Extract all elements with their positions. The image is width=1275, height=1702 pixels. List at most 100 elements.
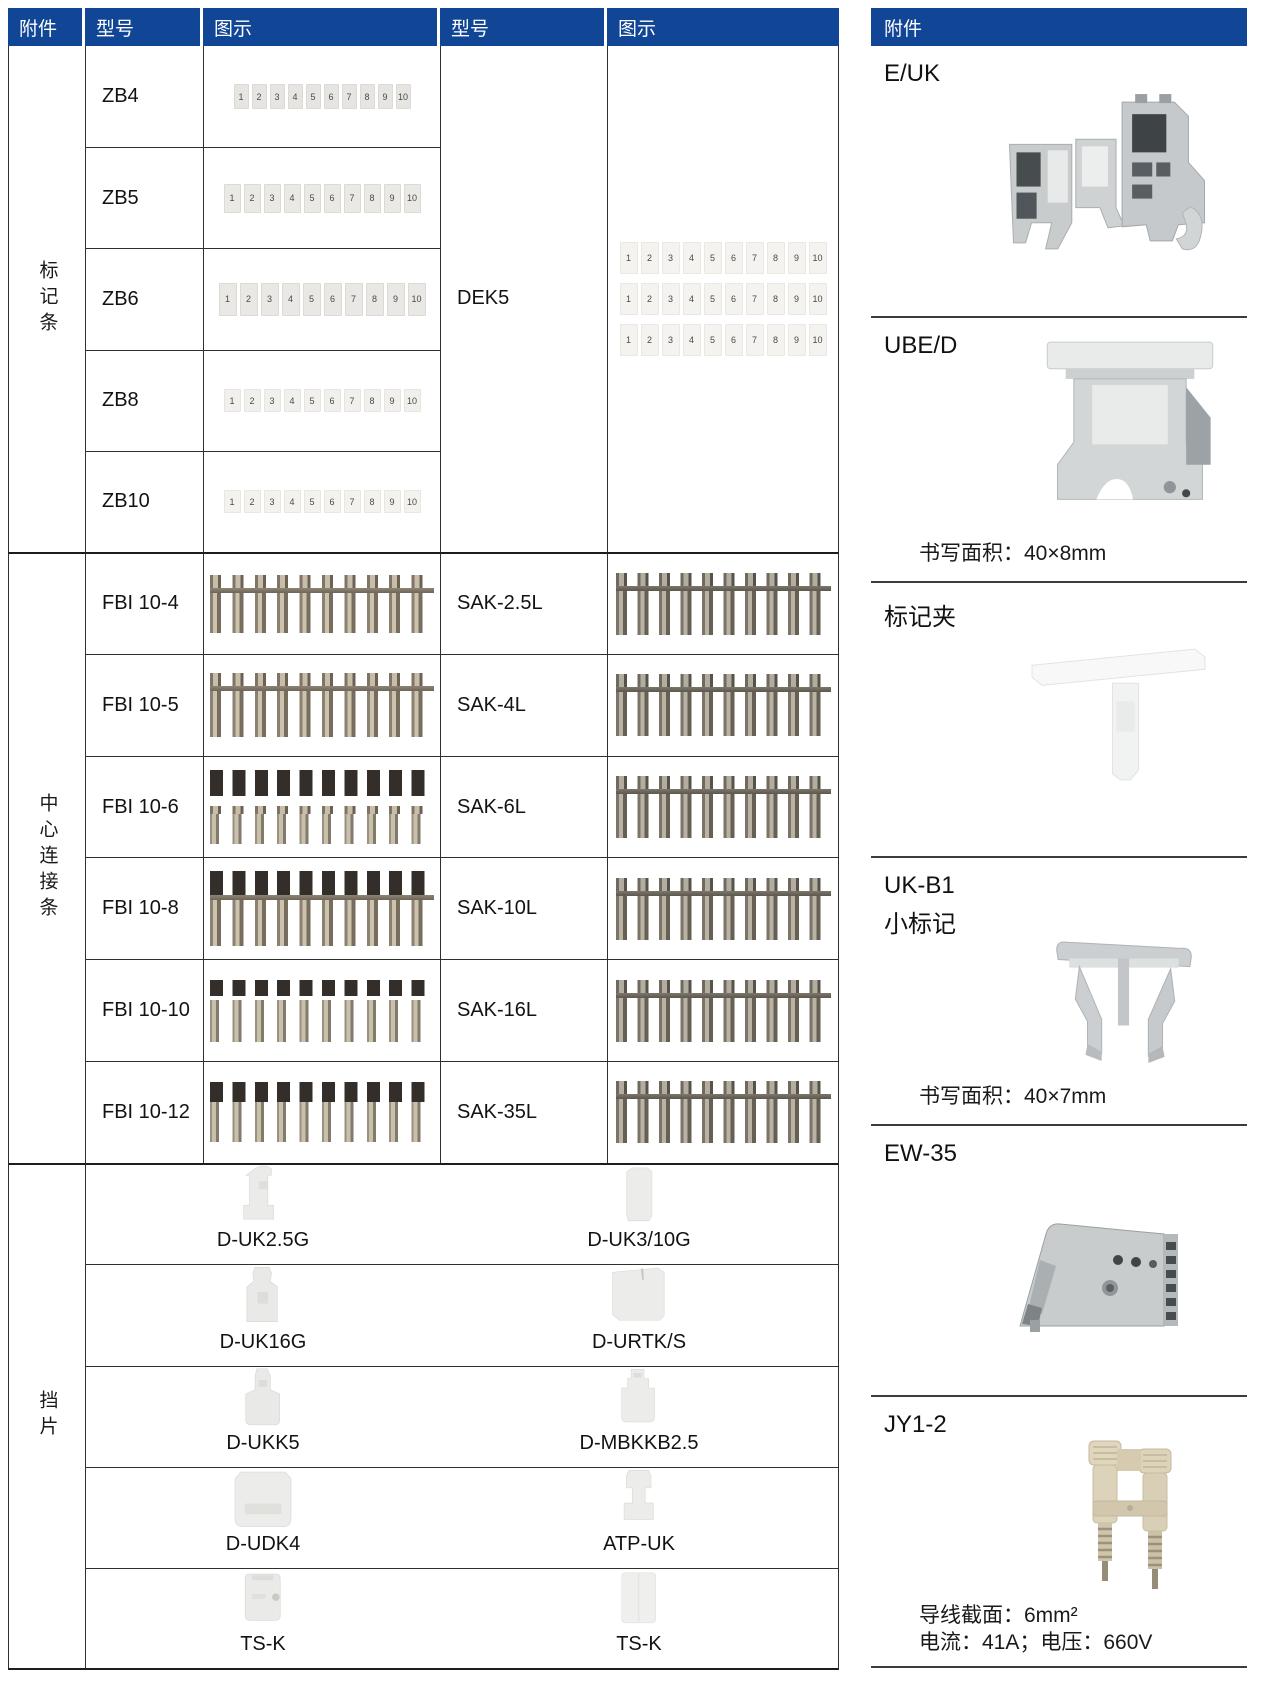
figure-sak-35l [607, 1061, 839, 1163]
col-header-accessory: 附件 [8, 8, 85, 46]
zb5-marker-strip: 1 2 3 4 5 6 7 8 9 10 [223, 183, 421, 213]
group-label-center-links: 中心连接条 [8, 551, 85, 1163]
plate-cell: TS-K [440, 1568, 839, 1670]
marker-number: 4 [682, 323, 701, 356]
figure-sak-6l [607, 755, 839, 858]
d-uk2-5g-plate-image [243, 1165, 274, 1220]
model-cell: ZB10 [85, 450, 203, 552]
marker-number: 8 [766, 282, 785, 315]
marker-number: 9 [383, 490, 401, 514]
model-cell: SAK-4L [440, 653, 607, 756]
spec-caption: 导线截面：6mm² 电流：41A；电压：660V [919, 1602, 1152, 1656]
plate-cell: D-UK3/10G [440, 1162, 839, 1265]
plate-label: D-MBKKB2.5 [579, 1432, 699, 1455]
marker-number: 6 [323, 84, 339, 110]
marker-number: 10 [808, 241, 827, 274]
col-header-figure-2: 图示 [607, 8, 839, 46]
marker-number: 8 [766, 241, 785, 274]
euk-product-image [1008, 94, 1206, 251]
marker-number: 7 [745, 323, 764, 356]
accessory-table: 附件 型号 图示 型号 图示 标记条 ZB4 1 2 3 4 5 6 7 8 9 10 ZB5 1… [8, 8, 839, 1670]
current-voltage-spec: 电流：41A；电压：660V [919, 1631, 1153, 1654]
product-title: UK-B1 [884, 872, 955, 899]
marker-number: 1 [223, 183, 241, 213]
marker-number: 7 [745, 241, 764, 274]
d-uk16g-plate-image [246, 1267, 278, 1323]
marker-number: 2 [640, 282, 659, 315]
atp-uk-plate-image [623, 1470, 654, 1520]
dek5-strip-row: 1 2 3 4 5 6 7 8 9 10 [619, 282, 827, 315]
marker-number: 9 [383, 389, 401, 413]
figure-fbi-10-4 [203, 551, 440, 654]
model-cell: FBI 10-6 [85, 755, 203, 858]
model-cell: ZB6 [85, 248, 203, 350]
plate-cell: D-UDK4 [85, 1467, 440, 1569]
marker-number: 7 [344, 282, 363, 316]
d-ukk5-plate-image [245, 1368, 280, 1425]
marker-number: 1 [619, 323, 638, 356]
figure-dek5: 1 2 3 4 5 6 7 8 9 10 1 2 3 4 5 6 7 8 9 10 1 2 3 4 5 6 7 8 9 10 [607, 46, 839, 552]
marker-number: 4 [281, 282, 300, 316]
dek5-strip-row: 1 2 3 4 5 6 7 8 9 10 [619, 241, 827, 274]
marker-number: 10 [407, 282, 426, 316]
marker-number: 3 [263, 490, 281, 514]
marker-number: 5 [305, 84, 321, 110]
plate-cell: TS-K [85, 1568, 440, 1670]
plate-label: D-UKK5 [226, 1432, 300, 1455]
figure-fbi-10-12 [203, 1061, 440, 1163]
model-cell: ZB8 [85, 349, 203, 451]
marker-number: 10 [808, 282, 827, 315]
marker-number: 9 [386, 282, 405, 316]
marker-number: 5 [303, 389, 321, 413]
plate-cell: D-URTK/S [440, 1264, 839, 1366]
marker-number: 4 [682, 282, 701, 315]
marker-number: 6 [323, 389, 341, 413]
product-title: UBE/D [884, 332, 958, 359]
product-title: JY1-2 [884, 1411, 947, 1438]
zb6-marker-strip: 1 2 3 4 5 6 7 8 9 10 [218, 282, 426, 316]
plate-label: D-UK16G [219, 1330, 307, 1353]
sak-jumper-image [615, 674, 831, 737]
model-cell: FBI 10-10 [85, 959, 203, 1062]
plate-label: D-UK3/10G [587, 1229, 691, 1252]
marker-number: 3 [269, 84, 285, 110]
model-cell: SAK-6L [440, 755, 607, 858]
figure-fbi-10-5 [203, 653, 440, 756]
fbi-10-4-jumper-image [210, 574, 434, 633]
marker-number: 9 [787, 241, 806, 274]
model-cell: FBI 10-8 [85, 857, 203, 960]
plate-label: TS-K [616, 1632, 662, 1655]
marker-number: 8 [365, 282, 384, 316]
sak-jumper-image [615, 979, 831, 1042]
marker-number: 8 [363, 490, 381, 514]
ts-k-plate-image [244, 1574, 281, 1622]
fbi-10-12-jumper-image [210, 1082, 434, 1143]
marker-number: 10 [403, 183, 421, 213]
figure-sak-2-5l [607, 551, 839, 654]
model-cell: SAK-16L [440, 959, 607, 1062]
marker-number: 4 [283, 490, 301, 514]
marker-number: 1 [218, 282, 237, 316]
marker-number: 7 [745, 282, 764, 315]
marker-number: 3 [661, 282, 680, 315]
ukb1-product-image [1056, 941, 1192, 1063]
ubed-product-image [1046, 341, 1214, 500]
sak-jumper-image [615, 776, 831, 838]
marker-number: 10 [395, 84, 411, 110]
marker-number: 6 [323, 183, 341, 213]
marker-number: 5 [303, 490, 321, 514]
marker-number: 9 [383, 183, 401, 213]
model-cell-dek5: DEK5 [440, 46, 607, 552]
marker-number: 2 [640, 241, 659, 274]
accessory-side-panel: 附件 E/UK UBE/D [871, 8, 1247, 1668]
model-cell: FBI 10-5 [85, 653, 203, 756]
marker-number: 4 [682, 241, 701, 274]
marker-number: 8 [359, 84, 375, 110]
figure-sak-10l [607, 857, 839, 960]
marker-number: 6 [323, 490, 341, 514]
marker-number: 2 [239, 282, 258, 316]
model-cell: SAK-2.5L [440, 551, 607, 654]
marker-number: 9 [377, 84, 393, 110]
marker-number: 3 [260, 282, 279, 316]
figure-zb4: 1 2 3 4 5 6 7 8 9 10 [203, 46, 440, 148]
